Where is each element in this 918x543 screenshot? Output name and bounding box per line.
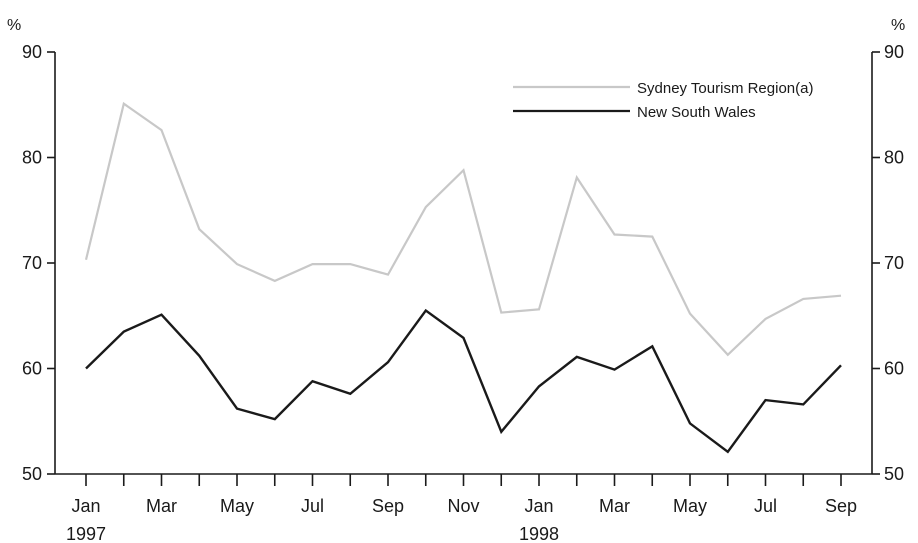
- x-tick-label-month: Mar: [146, 496, 177, 516]
- legend-label-sydney: Sydney Tourism Region(a): [637, 80, 813, 97]
- x-tick-label-month: May: [673, 496, 707, 516]
- legend-label-nsw: New South Wales: [637, 104, 756, 121]
- x-tick-label-month: Jan: [524, 496, 553, 516]
- y-tick-label-left: 60: [22, 359, 42, 379]
- right-axis-unit: %: [891, 17, 905, 34]
- y-tick-label-left: 50: [22, 464, 42, 484]
- y-tick-label-right: 80: [884, 148, 904, 168]
- y-tick-label-left: 90: [22, 42, 42, 62]
- left-axis-unit: %: [7, 17, 21, 34]
- x-tick-label-month: Jul: [754, 496, 777, 516]
- x-axis-ticks: Jan 1997 Mar May Jul Sep Nov Jan 1998 Mar May Jul Se…: [66, 474, 857, 543]
- y-tick-label-left: 70: [22, 253, 42, 273]
- x-tick-label-year: 1997: [66, 524, 106, 543]
- legend: Sydney Tourism Region(a) New South Wales: [513, 80, 813, 121]
- series-lines: [84, 101, 842, 454]
- y-tick-label-right: 50: [884, 464, 904, 484]
- y-tick-label-left: 80: [22, 148, 42, 168]
- series-line-sydney-tourism-region: [84, 101, 842, 357]
- x-tick-label-month: Sep: [372, 496, 404, 516]
- x-tick-label-month: Jan: [71, 496, 100, 516]
- x-tick-label-year: 1998: [519, 524, 559, 543]
- x-tick-label-month: May: [220, 496, 254, 516]
- x-tick-label-month: Jul: [301, 496, 324, 516]
- series-line-new-south-wales: [85, 308, 842, 454]
- y-axis-ticks: 50 50 60 60 70 70 80 80 90 90: [22, 42, 904, 484]
- x-tick-label-month: Mar: [599, 496, 630, 516]
- y-tick-label-right: 60: [884, 359, 904, 379]
- x-tick-label-month: Nov: [447, 496, 479, 516]
- y-tick-label-right: 90: [884, 42, 904, 62]
- y-tick-label-right: 70: [884, 253, 904, 273]
- x-tick-label-month: Sep: [825, 496, 857, 516]
